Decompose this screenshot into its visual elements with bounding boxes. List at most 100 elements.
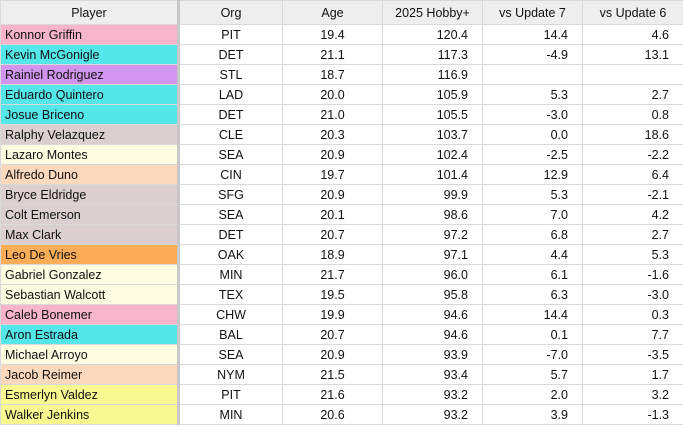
cell-age[interactable]: 20.7 [282,224,383,245]
cell-vs-update-6[interactable]: 0.3 [582,304,683,325]
cell-player[interactable]: Alfredo Duno [0,164,180,185]
cell-hobby-plus[interactable]: 97.1 [382,244,483,265]
cell-org[interactable]: MIN [178,264,283,285]
cell-player[interactable]: Max Clark [0,224,180,245]
cell-vs-update-6[interactable]: -2.2 [582,144,683,165]
cell-age[interactable]: 20.1 [282,204,383,225]
cell-player[interactable]: Bryce Eldridge [0,184,180,205]
cell-player[interactable]: Ralphy Velazquez [0,124,180,145]
cell-hobby-plus[interactable]: 105.5 [382,104,483,125]
cell-vs-update-6[interactable]: 4.2 [582,204,683,225]
cell-player[interactable]: Walker Jenkins [0,404,180,425]
cell-vs-update-6[interactable]: 4.6 [582,24,683,45]
cell-vs-update-6[interactable]: 2.7 [582,84,683,105]
column-header-age[interactable]: Age [282,0,383,25]
cell-player[interactable]: Rainiel Rodriguez [0,64,180,85]
cell-vs-update-7[interactable]: 14.4 [482,24,583,45]
cell-player[interactable]: Eduardo Quintero [0,84,180,105]
cell-vs-update-6[interactable]: 5.3 [582,244,683,265]
cell-vs-update-6[interactable]: -3.5 [582,344,683,365]
cell-org[interactable]: OAK [178,244,283,265]
column-header-hobby-plus[interactable]: 2025 Hobby+ [382,0,483,25]
cell-vs-update-6[interactable]: 2.7 [582,224,683,245]
cell-org[interactable]: PIT [178,384,283,405]
cell-hobby-plus[interactable]: 93.2 [382,384,483,405]
column-header-vs-update-7[interactable]: vs Update 7 [482,0,583,25]
cell-age[interactable]: 21.5 [282,364,383,385]
cell-vs-update-7[interactable]: 5.7 [482,364,583,385]
cell-org[interactable]: NYM [178,364,283,385]
cell-vs-update-7[interactable]: -2.5 [482,144,583,165]
cell-vs-update-7[interactable] [482,64,583,85]
cell-vs-update-6[interactable]: -1.3 [582,404,683,425]
cell-hobby-plus[interactable]: 105.9 [382,84,483,105]
cell-vs-update-7[interactable]: -7.0 [482,344,583,365]
cell-player[interactable]: Gabriel Gonzalez [0,264,180,285]
cell-hobby-plus[interactable]: 116.9 [382,64,483,85]
cell-vs-update-7[interactable]: 0.1 [482,324,583,345]
cell-hobby-plus[interactable]: 99.9 [382,184,483,205]
cell-player[interactable]: Colt Emerson [0,204,180,225]
cell-org[interactable]: DET [178,224,283,245]
cell-player[interactable]: Josue Briceno [0,104,180,125]
cell-org[interactable]: SEA [178,344,283,365]
cell-vs-update-7[interactable]: 2.0 [482,384,583,405]
cell-hobby-plus[interactable]: 96.0 [382,264,483,285]
cell-age[interactable]: 20.6 [282,404,383,425]
cell-age[interactable]: 19.4 [282,24,383,45]
cell-vs-update-6[interactable]: 7.7 [582,324,683,345]
cell-player[interactable]: Caleb Bonemer [0,304,180,325]
cell-vs-update-7[interactable]: 5.3 [482,184,583,205]
cell-vs-update-7[interactable]: 4.4 [482,244,583,265]
cell-age[interactable]: 18.7 [282,64,383,85]
cell-hobby-plus[interactable]: 94.6 [382,304,483,325]
cell-vs-update-6[interactable]: 6.4 [582,164,683,185]
cell-age[interactable]: 19.5 [282,284,383,305]
cell-vs-update-6[interactable]: 1.7 [582,364,683,385]
cell-player[interactable]: Lazaro Montes [0,144,180,165]
cell-vs-update-7[interactable]: 14.4 [482,304,583,325]
cell-age[interactable]: 20.0 [282,84,383,105]
cell-vs-update-6[interactable]: 13.1 [582,44,683,65]
cell-org[interactable]: TEX [178,284,283,305]
cell-hobby-plus[interactable]: 102.4 [382,144,483,165]
cell-age[interactable]: 20.7 [282,324,383,345]
cell-age[interactable]: 21.7 [282,264,383,285]
cell-vs-update-7[interactable]: 5.3 [482,84,583,105]
cell-age[interactable]: 20.9 [282,344,383,365]
cell-hobby-plus[interactable]: 98.6 [382,204,483,225]
cell-vs-update-7[interactable]: 12.9 [482,164,583,185]
cell-hobby-plus[interactable]: 95.8 [382,284,483,305]
cell-age[interactable]: 21.6 [282,384,383,405]
cell-org[interactable]: BAL [178,324,283,345]
cell-org[interactable]: MIN [178,404,283,425]
cell-org[interactable]: CLE [178,124,283,145]
column-header-player[interactable]: Player [0,0,180,25]
cell-org[interactable]: STL [178,64,283,85]
cell-org[interactable]: SEA [178,204,283,225]
cell-vs-update-7[interactable]: 3.9 [482,404,583,425]
cell-player[interactable]: Konnor Griffin [0,24,180,45]
cell-org[interactable]: SEA [178,144,283,165]
cell-hobby-plus[interactable]: 103.7 [382,124,483,145]
cell-hobby-plus[interactable]: 101.4 [382,164,483,185]
cell-age[interactable]: 21.1 [282,44,383,65]
cell-vs-update-6[interactable]: -3.0 [582,284,683,305]
cell-vs-update-7[interactable]: 7.0 [482,204,583,225]
cell-age[interactable]: 21.0 [282,104,383,125]
cell-hobby-plus[interactable]: 93.2 [382,404,483,425]
cell-vs-update-7[interactable]: 6.3 [482,284,583,305]
cell-vs-update-7[interactable]: 0.0 [482,124,583,145]
cell-age[interactable]: 20.3 [282,124,383,145]
cell-age[interactable]: 19.7 [282,164,383,185]
cell-vs-update-7[interactable]: 6.1 [482,264,583,285]
cell-age[interactable]: 20.9 [282,144,383,165]
cell-vs-update-6[interactable]: 18.6 [582,124,683,145]
cell-player[interactable]: Esmerlyn Valdez [0,384,180,405]
cell-age[interactable]: 19.9 [282,304,383,325]
cell-hobby-plus[interactable]: 117.3 [382,44,483,65]
cell-hobby-plus[interactable]: 93.9 [382,344,483,365]
column-header-org[interactable]: Org [178,0,283,25]
cell-hobby-plus[interactable]: 120.4 [382,24,483,45]
cell-org[interactable]: SFG [178,184,283,205]
